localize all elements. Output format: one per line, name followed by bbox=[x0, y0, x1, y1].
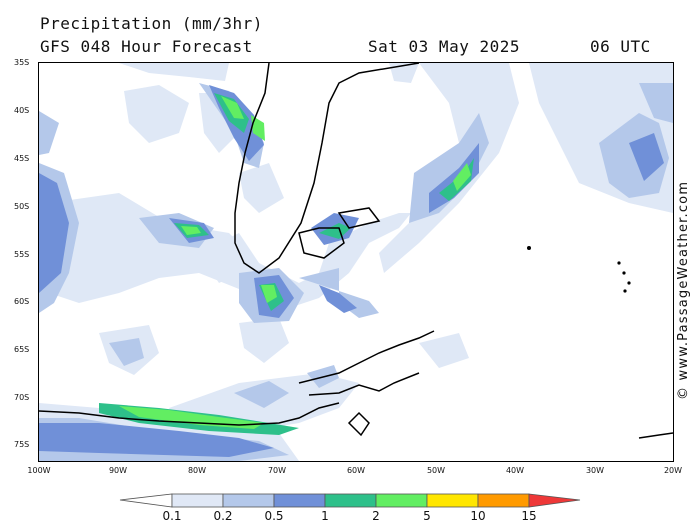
precipitation-map bbox=[38, 62, 674, 462]
legend-swatch-0-2 bbox=[222, 493, 275, 508]
legend-swatch-5 bbox=[426, 493, 479, 508]
lat-label: 65S bbox=[14, 345, 30, 354]
legend-swatch-0-5 bbox=[273, 493, 326, 508]
lon-label: 100W bbox=[27, 466, 51, 475]
legend-label: 10 bbox=[470, 509, 486, 523]
forecast-time: 06 UTC bbox=[590, 37, 651, 56]
lat-label: 75S bbox=[14, 440, 30, 449]
lon-label: 80W bbox=[187, 466, 207, 475]
lon-label: 70W bbox=[267, 466, 287, 475]
legend-swatch-10 bbox=[477, 493, 530, 508]
lon-label: 60W bbox=[346, 466, 366, 475]
lat-label: 35S bbox=[14, 58, 30, 67]
precip-light-areas bbox=[39, 63, 673, 461]
coastlines bbox=[39, 63, 673, 439]
lat-label: 45S bbox=[14, 154, 30, 163]
islands bbox=[527, 246, 631, 293]
precip-very-intense-areas bbox=[119, 96, 471, 429]
lat-label: 60S bbox=[14, 297, 30, 306]
lon-label: 40W bbox=[505, 466, 525, 475]
lat-label: 55S bbox=[14, 250, 30, 259]
legend-label: 0.2 bbox=[213, 509, 233, 523]
map-title: Precipitation (mm/3hr) bbox=[40, 14, 263, 33]
lon-label: 20W bbox=[663, 466, 683, 475]
legend-swatch-1 bbox=[324, 493, 377, 508]
lat-label: 70S bbox=[14, 393, 30, 402]
legend-label: 0.1 bbox=[162, 509, 182, 523]
legend-arrow-low bbox=[119, 493, 173, 508]
legend-swatch-2 bbox=[375, 493, 428, 508]
forecast-date: Sat 03 May 2025 bbox=[368, 37, 520, 56]
lon-label: 50W bbox=[426, 466, 446, 475]
legend-label: 2 bbox=[372, 509, 380, 523]
precip-legend-bar bbox=[119, 493, 581, 508]
legend-label: 15 bbox=[521, 509, 537, 523]
lat-label: 40S bbox=[14, 106, 30, 115]
forecast-model-label: GFS 048 Hour Forecast bbox=[40, 37, 253, 56]
credit-watermark: © www.PassageWeather.com bbox=[676, 180, 691, 400]
lon-label: 30W bbox=[585, 466, 605, 475]
lon-label: 90W bbox=[108, 466, 128, 475]
legend-label: 0.5 bbox=[264, 509, 284, 523]
legend-swatch-0-1 bbox=[171, 493, 224, 508]
legend-label: 1 bbox=[321, 509, 329, 523]
legend-label: 5 bbox=[423, 509, 431, 523]
legend-arrow-high bbox=[528, 493, 581, 508]
lat-label: 50S bbox=[14, 202, 30, 211]
